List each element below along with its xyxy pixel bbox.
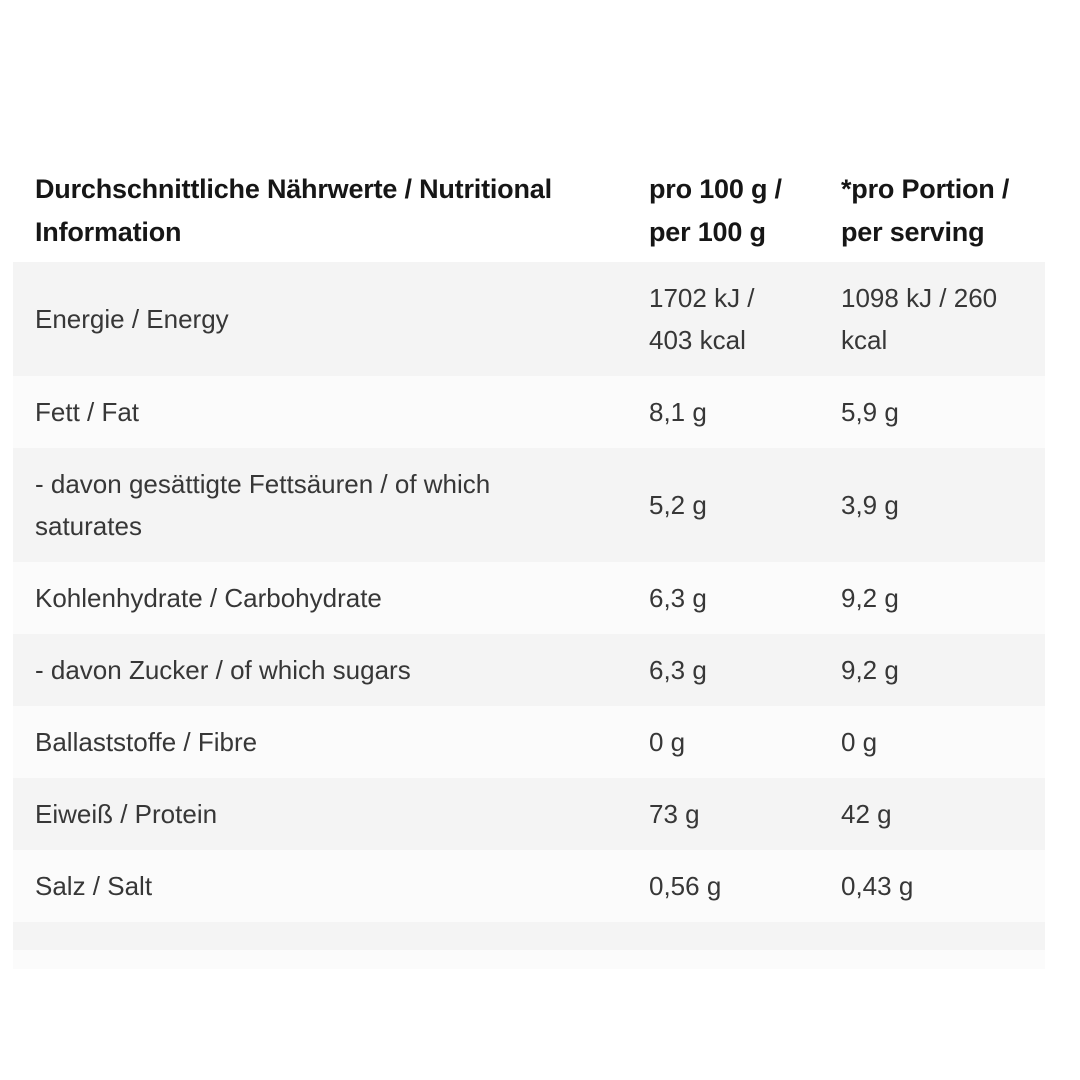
row-label: Kohlenhydrate / Carbohydrate: [35, 583, 382, 613]
row-value-serving: 1098 kJ / 260 kcal: [841, 283, 998, 355]
row-value-per100: 6,3 g: [649, 655, 707, 685]
row-value-per100: 1702 kJ / 403 kcal: [649, 283, 755, 355]
header-per-serving-label: *pro Portion / per serving: [841, 174, 1010, 247]
table-row-fat: Fett / Fat 8,1 g 5,9 g: [13, 376, 1045, 448]
row-label: Salz / Salt: [35, 871, 153, 901]
row-value-per100: 8,1 g: [649, 397, 707, 427]
row-value-per100: 6,3 g: [649, 583, 707, 613]
table-row-energy: Energie / Energy 1702 kJ / 403 kcal 1098…: [13, 262, 1045, 376]
row-value-serving: 9,2 g: [841, 655, 899, 685]
row-value-serving: 3,9 g: [841, 490, 899, 520]
table-row-salt: Salz / Salt 0,56 g 0,43 g: [13, 850, 1045, 922]
row-label: - davon Zucker / of which sugars: [35, 655, 411, 685]
table-header-row: Durchschnittliche Nährwerte / Nutritiona…: [13, 150, 1045, 262]
nutrition-table: Durchschnittliche Nährwerte / Nutritiona…: [13, 150, 1045, 969]
header-per-100g-label: pro 100 g / per 100 g: [649, 174, 782, 247]
table-row-sugars: - davon Zucker / of which sugars 6,3 g 9…: [13, 634, 1045, 706]
row-label: - davon gesättigte Fettsäuren / of which…: [35, 469, 491, 541]
table-row-protein: Eiweiß / Protein 73 g 42 g: [13, 778, 1045, 850]
row-value-per100: 0,56 g: [649, 871, 722, 901]
row-value-per100: 5,2 g: [649, 490, 707, 520]
table-bottom-strip-light: [13, 950, 1045, 969]
row-value-serving: 42 g: [841, 799, 892, 829]
row-label: Eiweiß / Protein: [35, 799, 218, 829]
row-value-serving: 0,43 g: [841, 871, 914, 901]
row-label: Energie / Energy: [35, 304, 229, 334]
row-value-per100: 0 g: [649, 727, 686, 757]
row-value-serving: 9,2 g: [841, 583, 899, 613]
row-value-per100: 73 g: [649, 799, 700, 829]
row-value-serving: 0 g: [841, 727, 878, 757]
table-row-fibre: Ballaststoffe / Fibre 0 g 0 g: [13, 706, 1045, 778]
row-label: Fett / Fat: [35, 397, 140, 427]
header-nutrients-label: Durchschnittliche Nährwerte / Nutritiona…: [35, 174, 552, 247]
table-row-saturates: - davon gesättigte Fettsäuren / of which…: [13, 448, 1045, 562]
row-label: Ballaststoffe / Fibre: [35, 727, 258, 757]
row-value-serving: 5,9 g: [841, 397, 899, 427]
table-row-carbohydrate: Kohlenhydrate / Carbohydrate 6,3 g 9,2 g: [13, 562, 1045, 634]
table-bottom-strip-gray: [13, 922, 1045, 950]
